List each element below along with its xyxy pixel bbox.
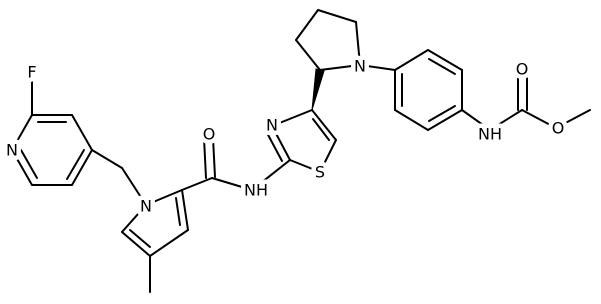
atom-label: O bbox=[516, 60, 529, 79]
bonds bbox=[11, 9, 591, 293]
atom-label: N bbox=[266, 116, 278, 135]
atom-label: N bbox=[6, 141, 18, 160]
atom-label: N bbox=[140, 197, 152, 216]
atom-labels: F N N O NH N S N NH O O bbox=[2, 52, 569, 220]
atom-label: NH bbox=[244, 181, 268, 200]
atom-label: S bbox=[315, 163, 325, 182]
atom-label: O bbox=[203, 125, 216, 144]
atom-label: F bbox=[27, 63, 36, 82]
atom-label: N bbox=[354, 57, 366, 76]
atom-label: O bbox=[552, 119, 565, 138]
atom-label: NH bbox=[478, 125, 502, 144]
